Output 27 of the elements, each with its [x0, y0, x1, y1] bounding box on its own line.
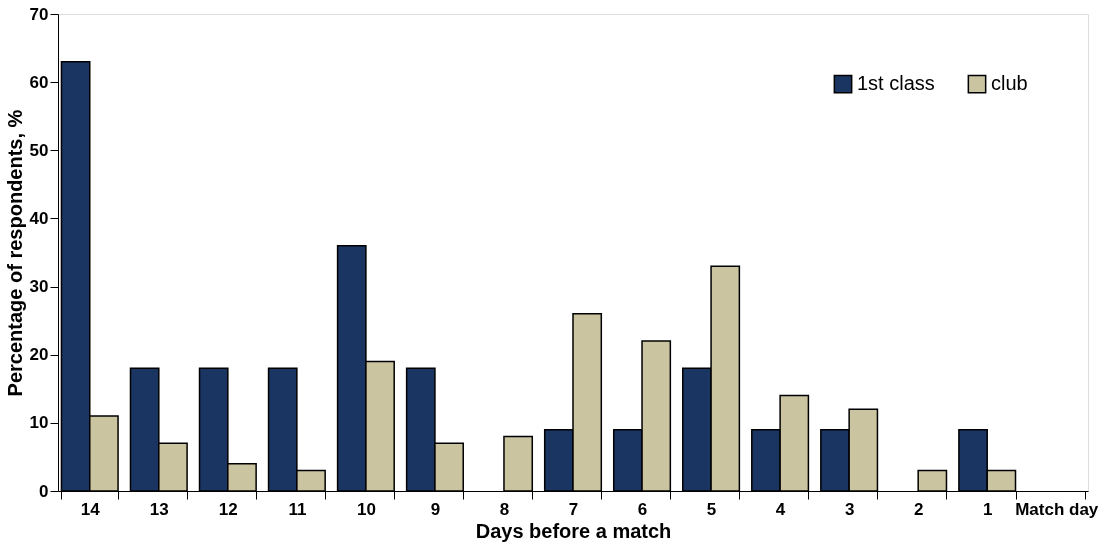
y-axis-title: Percentage of respondents, % — [3, 109, 26, 397]
legend-label: club — [991, 72, 1028, 95]
x-tick-label: 3 — [844, 499, 855, 519]
y-tick-label: 70 — [29, 4, 49, 24]
y-tick-label: 0 — [39, 481, 49, 501]
x-tick-label: 8 — [499, 499, 510, 519]
x-tick-label: 10 — [356, 499, 376, 519]
x-tick-label: 5 — [706, 499, 717, 519]
y-tick-label: 10 — [29, 413, 49, 433]
legend-label: 1st class — [857, 72, 935, 95]
y-tick-label: 30 — [29, 277, 49, 297]
x-tick-label: 14 — [80, 499, 101, 519]
y-tick-label: 50 — [29, 140, 49, 160]
y-tick-label: 40 — [29, 208, 49, 228]
x-tick-label: 1 — [982, 499, 993, 519]
x-axis-title: Days before a match — [475, 519, 672, 542]
x-tick-label: 7 — [568, 499, 579, 519]
x-tick-label: Match day — [1015, 499, 1099, 519]
x-tick-label: 12 — [218, 499, 238, 519]
x-tick-label: 9 — [430, 499, 441, 519]
y-tick-label: 20 — [29, 345, 49, 365]
x-tick-label: 13 — [149, 499, 169, 519]
x-tick-label: 11 — [288, 499, 307, 519]
x-tick-label: 4 — [775, 499, 786, 519]
x-tick-label: 2 — [913, 499, 924, 519]
y-tick-label: 60 — [29, 72, 49, 92]
x-tick-label: 6 — [637, 499, 648, 519]
